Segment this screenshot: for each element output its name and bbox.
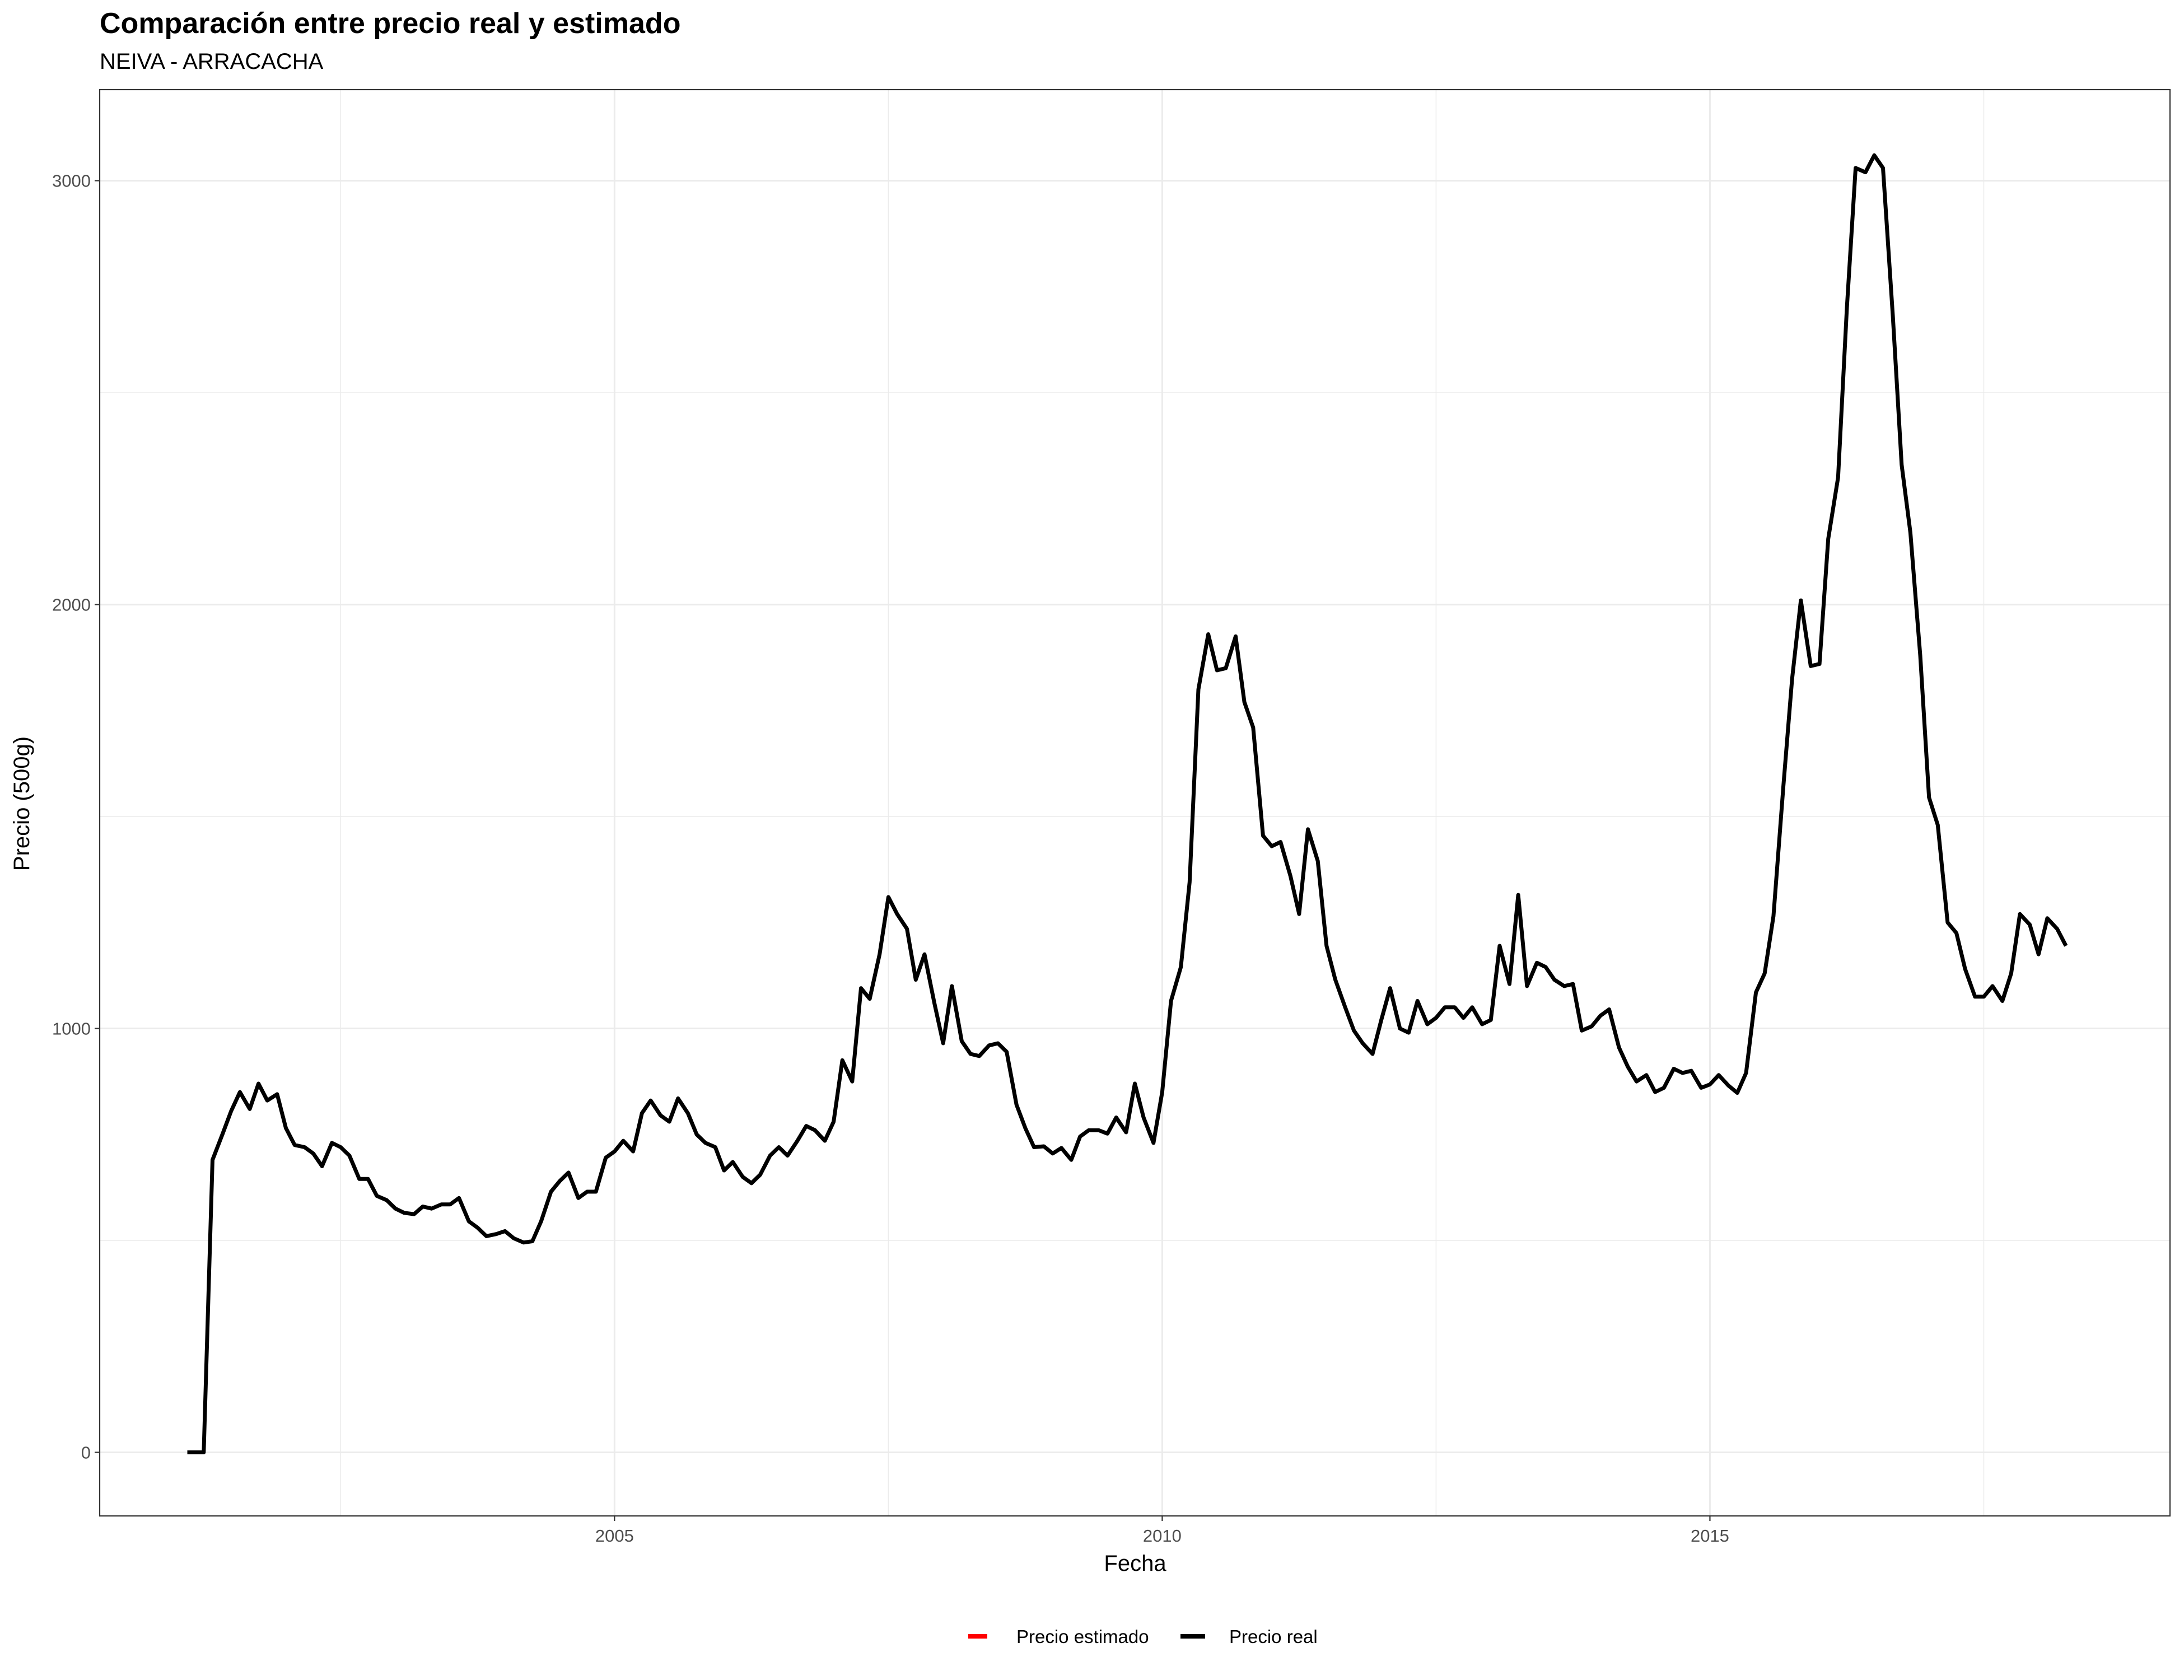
x-tick-label: 2010 [1143,1526,1182,1546]
chart-subtitle: NEIVA - ARRACACHA [100,49,324,74]
x-axis-ticks: 2005 2010 2015 [595,1516,1729,1546]
x-tick-label: 2005 [595,1526,634,1546]
legend-label-real: Precio real [1229,1626,1318,1647]
x-axis-title: Fecha [1104,1551,1166,1576]
series-line-precio-real [187,153,2068,1454]
legend: Precio estimado Precio real [968,1626,1318,1647]
y-axis-ticks: 0 1000 2000 3000 [52,171,100,1462]
y-tick-label: 2000 [52,595,91,615]
chart-title: Comparación entre precio real y estimado [100,7,681,40]
legend-label-estimated: Precio estimado [1016,1626,1149,1647]
y-tick-label: 1000 [52,1019,91,1039]
y-tick-label: 3000 [52,171,91,191]
grid-lines [100,90,2170,1516]
y-tick-label: 0 [81,1443,91,1462]
plot-border [99,88,2171,1517]
y-axis-title: Precio (500g) [10,736,34,871]
x-tick-label: 2015 [1691,1526,1729,1546]
series-layer [187,153,2068,1454]
plot-panel [100,90,2170,1516]
